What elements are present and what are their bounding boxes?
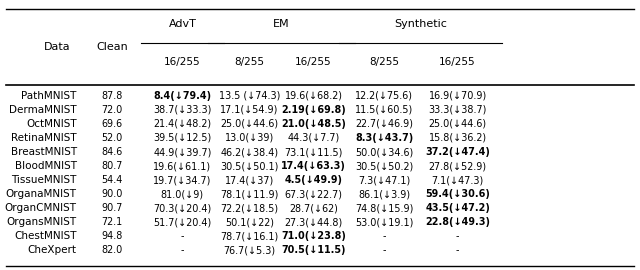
- Text: 71.0(↓23.8): 71.0(↓23.8): [281, 231, 346, 241]
- Text: 38.7(↓33.3): 38.7(↓33.3): [153, 105, 212, 115]
- Text: 16/255: 16/255: [439, 57, 476, 67]
- Text: 46.2(↓38.4): 46.2(↓38.4): [221, 147, 278, 157]
- Text: ChestMNIST: ChestMNIST: [14, 231, 77, 241]
- Text: 21.0(↓48.5): 21.0(↓48.5): [281, 119, 346, 129]
- Text: 16/255: 16/255: [295, 57, 332, 67]
- Text: TissueMNIST: TissueMNIST: [12, 175, 77, 185]
- Text: Clean: Clean: [96, 42, 128, 52]
- Text: 37.2(↓47.4): 37.2(↓47.4): [425, 147, 490, 157]
- Text: 72.0: 72.0: [101, 105, 123, 115]
- Text: -: -: [456, 231, 460, 241]
- Text: 16/255: 16/255: [164, 57, 201, 67]
- Text: 27.3(↓44.8): 27.3(↓44.8): [284, 217, 343, 227]
- Text: 8/255: 8/255: [369, 57, 399, 67]
- Text: Data: Data: [44, 42, 71, 52]
- Text: 8.3(↓43.7): 8.3(↓43.7): [355, 133, 413, 143]
- Text: PathMNIST: PathMNIST: [21, 91, 77, 101]
- Text: -: -: [180, 245, 184, 255]
- Text: 30.5(↓50.2): 30.5(↓50.2): [355, 161, 413, 171]
- Text: 30.5(↓50.1): 30.5(↓50.1): [220, 161, 279, 171]
- Text: 28.7(↓62): 28.7(↓62): [289, 203, 338, 213]
- Text: 50.0(↓34.6): 50.0(↓34.6): [355, 147, 413, 157]
- Text: 72.1: 72.1: [101, 217, 123, 227]
- Text: BreastMNIST: BreastMNIST: [11, 147, 77, 157]
- Text: -: -: [180, 231, 184, 241]
- Text: 94.8: 94.8: [101, 231, 123, 241]
- Text: 67.3(↓22.7): 67.3(↓22.7): [285, 189, 342, 199]
- Text: -: -: [382, 231, 386, 241]
- Text: 87.8: 87.8: [101, 91, 123, 101]
- Text: 7.1(↓47.3): 7.1(↓47.3): [431, 175, 484, 185]
- Text: 90.0: 90.0: [101, 189, 123, 199]
- Text: RetinaMNIST: RetinaMNIST: [11, 133, 77, 143]
- Text: 72.2(↓18.5): 72.2(↓18.5): [221, 203, 278, 213]
- Text: 2.19(↓69.8): 2.19(↓69.8): [281, 105, 346, 115]
- Text: OrganCMNIST: OrganCMNIST: [4, 203, 77, 213]
- Text: 50.1(↓22): 50.1(↓22): [225, 217, 274, 227]
- Text: BloodMNIST: BloodMNIST: [15, 161, 77, 171]
- Text: 11.5(↓60.5): 11.5(↓60.5): [355, 105, 413, 115]
- Text: -: -: [456, 245, 460, 255]
- Text: 90.7: 90.7: [101, 203, 123, 213]
- Text: 7.3(↓47.1): 7.3(↓47.1): [358, 175, 410, 185]
- Text: 52.0: 52.0: [101, 133, 123, 143]
- Text: 86.1(↓3.9): 86.1(↓3.9): [358, 189, 410, 199]
- Text: 19.6(↓68.2): 19.6(↓68.2): [285, 91, 342, 101]
- Text: 70.3(↓20.4): 70.3(↓20.4): [153, 203, 212, 213]
- Text: 17.4(↓37): 17.4(↓37): [225, 175, 274, 185]
- Text: 15.8(↓36.2): 15.8(↓36.2): [429, 133, 486, 143]
- Text: 81.0(↓9): 81.0(↓9): [161, 189, 204, 199]
- Text: -: -: [382, 245, 386, 255]
- Text: 17.1(↓54.9): 17.1(↓54.9): [220, 105, 279, 115]
- Text: 13.0(↓39): 13.0(↓39): [225, 133, 274, 143]
- Text: 44.9(↓39.7): 44.9(↓39.7): [153, 147, 212, 157]
- Text: 17.4(↓63.3): 17.4(↓63.3): [281, 161, 346, 171]
- Text: 44.3(↓7.7): 44.3(↓7.7): [287, 133, 340, 143]
- Text: 69.6: 69.6: [101, 119, 123, 129]
- Text: 43.5(↓47.2): 43.5(↓47.2): [425, 203, 490, 213]
- Text: 51.7(↓20.4): 51.7(↓20.4): [153, 217, 212, 227]
- Text: 70.5(↓11.5): 70.5(↓11.5): [282, 245, 346, 255]
- Text: 16.9(↓70.9): 16.9(↓70.9): [428, 91, 487, 101]
- Text: Synthetic: Synthetic: [394, 19, 447, 29]
- Text: 19.7(↓34.7): 19.7(↓34.7): [153, 175, 212, 185]
- Text: 76.7(↓5.3): 76.7(↓5.3): [223, 245, 276, 255]
- Text: 59.4(↓30.6): 59.4(↓30.6): [425, 189, 490, 199]
- Text: CheXpert: CheXpert: [28, 245, 77, 255]
- Text: DermaMNIST: DermaMNIST: [9, 105, 77, 115]
- Text: 39.5(↓12.5): 39.5(↓12.5): [153, 133, 212, 143]
- Text: 8/255: 8/255: [235, 57, 264, 67]
- Text: 13.5 (↓74.3): 13.5 (↓74.3): [219, 91, 280, 101]
- Text: 19.6(↓61.1): 19.6(↓61.1): [154, 161, 211, 171]
- Text: 74.8(↓15.9): 74.8(↓15.9): [355, 203, 413, 213]
- Text: 53.0(↓19.1): 53.0(↓19.1): [355, 217, 413, 227]
- Text: 78.1(↓11.9): 78.1(↓11.9): [220, 189, 279, 199]
- Text: OrgansMNIST: OrgansMNIST: [6, 217, 77, 227]
- Text: 33.3(↓38.7): 33.3(↓38.7): [428, 105, 487, 115]
- Text: OrganaMNIST: OrganaMNIST: [6, 189, 77, 199]
- Text: 54.4: 54.4: [101, 175, 123, 185]
- Text: 21.4(↓48.2): 21.4(↓48.2): [154, 119, 211, 129]
- Text: AdvT: AdvT: [168, 19, 196, 29]
- Text: 27.8(↓52.9): 27.8(↓52.9): [429, 161, 486, 171]
- Text: OctMNIST: OctMNIST: [26, 119, 77, 129]
- Text: 4.5(↓49.9): 4.5(↓49.9): [285, 175, 342, 185]
- Text: 22.8(↓49.3): 22.8(↓49.3): [425, 217, 490, 227]
- Text: 80.7: 80.7: [101, 161, 123, 171]
- Text: 22.7(↓46.9): 22.7(↓46.9): [355, 119, 413, 129]
- Text: 84.6: 84.6: [101, 147, 123, 157]
- Text: 25.0(↓44.6): 25.0(↓44.6): [221, 119, 278, 129]
- Text: 25.0(↓44.6): 25.0(↓44.6): [429, 119, 486, 129]
- Text: EM: EM: [273, 19, 290, 29]
- Text: 82.0: 82.0: [101, 245, 123, 255]
- Text: 78.7(↓16.1): 78.7(↓16.1): [220, 231, 279, 241]
- Text: 8.4(↓79.4): 8.4(↓79.4): [154, 91, 211, 101]
- Text: 12.2(↓75.6): 12.2(↓75.6): [355, 91, 413, 101]
- Text: 73.1(↓11.5): 73.1(↓11.5): [284, 147, 343, 157]
